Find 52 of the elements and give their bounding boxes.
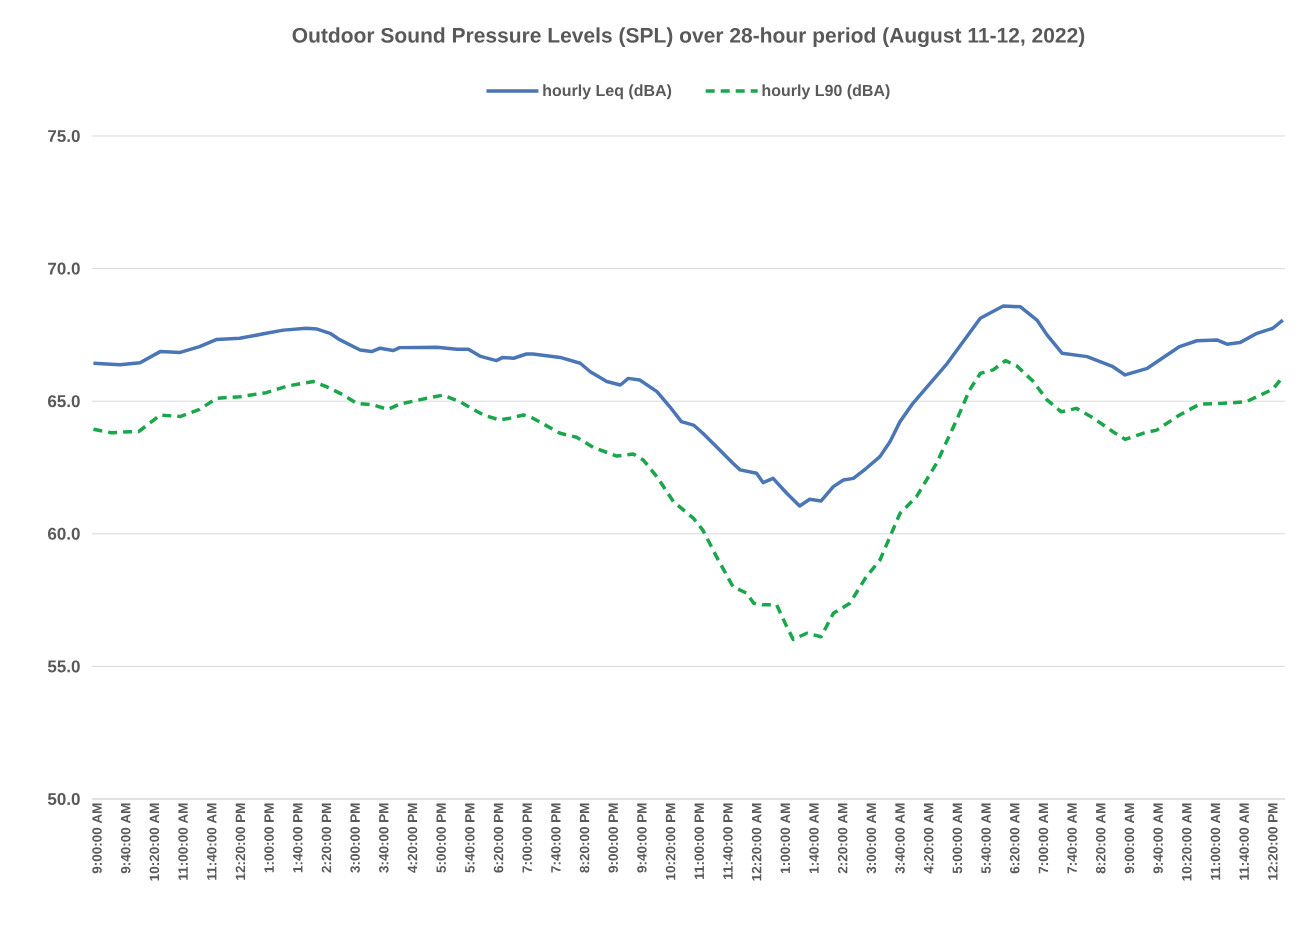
x-tick-label: 2:20:00 PM	[321, 803, 332, 873]
legend-label: hourly Leq (dBA)	[543, 84, 672, 100]
x-tick-label: 9:40:00 AM	[120, 803, 131, 874]
x-tick-label: 1:00:00 PM	[264, 803, 274, 873]
x-tick-label: 9:00:00 AM	[1124, 803, 1135, 874]
x-tick-label: 3:40:00 PM	[379, 803, 389, 873]
x-tick-label: 9:40:00 PM	[637, 803, 647, 873]
y-tick-label: 65.0	[48, 395, 80, 408]
x-tick-label: 3:40:00 AM	[895, 803, 905, 874]
x-tick-label: 4:20:00 PM	[407, 803, 418, 873]
x-tick-label: 3:00:00 AM	[866, 803, 877, 874]
x-tick-label: 3:00:00 PM	[350, 803, 360, 873]
y-tick-label: 55.0	[47, 660, 80, 673]
x-tick-label: 12:20:00 PM	[235, 803, 246, 880]
y-tick-label: 75.0	[48, 129, 80, 143]
x-tick-label: 9:00:00 PM	[608, 803, 618, 873]
x-tick-label: 11:40:00 AM	[1239, 803, 1249, 880]
y-tick-label: 60.0	[48, 527, 80, 540]
x-tick-label: 7:40:00 AM	[1067, 803, 1077, 874]
x-tick-label: 10:20:00 AM	[149, 803, 160, 881]
x-tick-label: 5:00:00 PM	[436, 803, 446, 873]
x-tick-label: 7:00:00 AM	[1038, 803, 1049, 874]
x-tick-label: 11:00:00 AM	[178, 803, 188, 880]
x-tick-label: 11:00:00 PM	[694, 803, 705, 879]
x-tick-label: 9:00:00 AM	[92, 803, 102, 874]
x-tick-label: 12:20:00 PM	[1268, 803, 1278, 880]
legend-label: hourly L90 (dBA)	[762, 84, 890, 100]
x-tick-label: 10:20:00 AM	[1182, 803, 1192, 881]
y-tick-label: 70.0	[48, 262, 80, 275]
x-tick-label: 8:20:00 AM	[1095, 803, 1106, 874]
x-tick-label: 12:20:00 AM	[751, 803, 762, 881]
x-tick-label: 2:20:00 AM	[837, 803, 848, 874]
line-series	[91, 304, 1285, 508]
x-tick-label: 6:20:00 PM	[493, 803, 504, 873]
x-tick-label: 11:40:00 PM	[723, 803, 733, 879]
x-tick-label: 1:40:00 AM	[809, 803, 819, 873]
x-tick-label: 4:20:00 AM	[923, 803, 934, 874]
y-tick-label: 50.0	[47, 792, 80, 806]
x-tick-label: 8:20:00 PM	[579, 803, 590, 873]
x-tick-label: 9:40:00 AM	[1153, 803, 1163, 874]
x-tick-label: 1:40:00 PM	[292, 803, 303, 873]
x-tick-label: 5:40:00 AM	[981, 803, 991, 874]
x-tick-label: 11:00:00 AM	[1210, 803, 1221, 880]
x-tick-label: 5:00:00 AM	[952, 803, 963, 874]
chart-title: Outdoor Sound Pressure Levels (SPL) over 28-hour period (August 11-12, 2022)	[292, 27, 1085, 48]
x-tick-label: 7:00:00 PM	[522, 803, 532, 873]
x-tick-label: 7:40:00 PM	[551, 803, 561, 873]
x-tick-label: 1:00:00 AM	[780, 803, 791, 873]
x-tick-label: 5:40:00 PM	[465, 803, 475, 873]
x-tick-label: 10:20:00 PM	[665, 803, 676, 880]
x-tick-label: 11:40:00 AM	[206, 803, 217, 880]
x-tick-label: 6:20:00 AM	[1009, 803, 1020, 874]
